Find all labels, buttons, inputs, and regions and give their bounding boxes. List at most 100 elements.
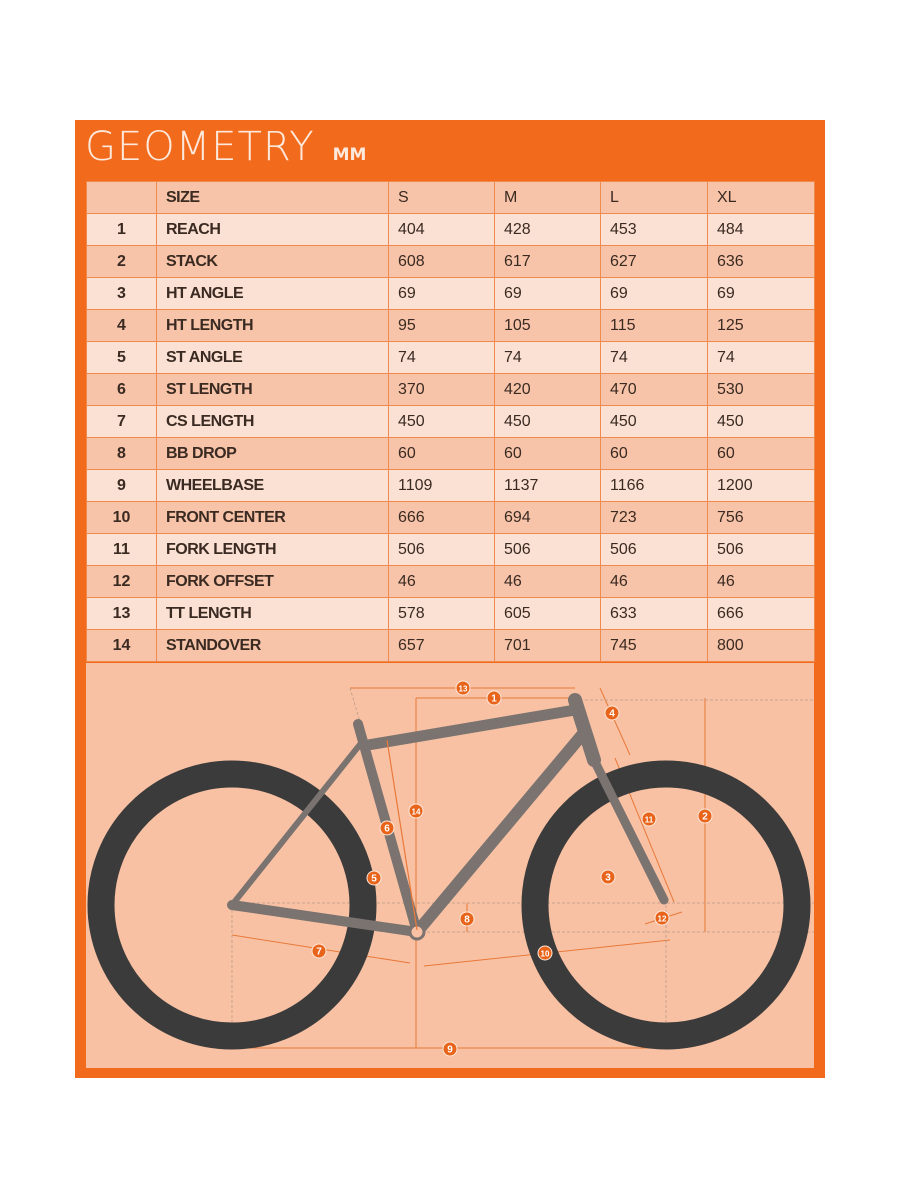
size-m-cell: 1137 — [494, 469, 601, 502]
size-l-cell: 633 — [600, 597, 708, 630]
dimension-marker-2: 2 — [697, 808, 713, 824]
size-xl-cell: 666 — [707, 597, 815, 630]
row-label-cell: FRONT CENTER — [156, 501, 389, 534]
size-s-cell: 370 — [388, 373, 495, 406]
table-row: 11 FORK LENGTH 506 506 506 506 — [86, 533, 815, 566]
bike-geometry-diagram: 13 1 4 2 14 6 11 5 3 8 12 7 10 9 — [86, 663, 814, 1068]
size-m-cell: 428 — [494, 213, 601, 246]
table-row: 5 ST ANGLE 74 74 74 74 — [86, 341, 815, 374]
size-m-cell: 506 — [494, 533, 601, 566]
table-row: 2 STACK 608 617 627 636 — [86, 245, 815, 278]
row-label-cell: ST LENGTH — [156, 373, 389, 406]
row-number-cell: 12 — [86, 565, 157, 598]
size-s-cell: 69 — [388, 277, 495, 310]
size-l-cell: 745 — [600, 629, 708, 662]
row-number-cell: 2 — [86, 245, 157, 278]
row-number-cell: 10 — [86, 501, 157, 534]
dimension-marker-label: 1 — [491, 694, 497, 705]
size-xl-cell: 506 — [707, 533, 815, 566]
size-m-cell: 46 — [494, 565, 601, 598]
row-number-cell — [86, 181, 157, 214]
size-m-cell: 74 — [494, 341, 601, 374]
size-l-cell: 723 — [600, 501, 708, 534]
size-m-cell: 420 — [494, 373, 601, 406]
unit-label: MM — [332, 145, 367, 165]
table-row: 14 STANDOVER 657 701 745 800 — [86, 629, 815, 662]
seat-tube-dimension — [386, 739, 418, 931]
size-l-cell: 627 — [600, 245, 708, 278]
dimension-marker-label: 9 — [447, 1045, 453, 1056]
dimension-marker-label: 4 — [609, 709, 615, 720]
size-l-cell: 1166 — [600, 469, 708, 502]
dimension-marker-9: 9 — [442, 1041, 458, 1057]
row-label-cell: HT ANGLE — [156, 277, 389, 310]
row-number-cell: 1 — [86, 213, 157, 246]
size-s-cell: 95 — [388, 309, 495, 342]
dimension-marker-label: 11 — [645, 816, 654, 825]
size-xl-cell: 800 — [707, 629, 815, 662]
size-l-cell: 506 — [600, 533, 708, 566]
row-number-cell: 11 — [86, 533, 157, 566]
dimension-marker-11: 11 — [641, 811, 657, 827]
table-row: 9 WHEELBASE 1109 1137 1166 1200 — [86, 469, 815, 502]
rear-wheel — [87, 760, 377, 1050]
dimension-marker-3: 3 — [600, 869, 616, 885]
row-label-cell: REACH — [156, 213, 389, 246]
table-header-row: SIZE S M L XL — [86, 181, 815, 214]
size-m-cell: 617 — [494, 245, 601, 278]
table-row: 7 CS LENGTH 450 450 450 450 — [86, 405, 815, 438]
size-s-cell: 60 — [388, 437, 495, 470]
dimension-marker-label: 2 — [702, 812, 708, 823]
dimension-marker-4: 4 — [604, 705, 620, 721]
table-row: 3 HT ANGLE 69 69 69 69 — [86, 277, 815, 310]
row-number-cell: 5 — [86, 341, 157, 374]
dimension-marker-13: 13 — [455, 680, 471, 696]
size-m-cell: 105 — [494, 309, 601, 342]
size-s-cell: 404 — [388, 213, 495, 246]
dimension-marker-label: 10 — [541, 950, 550, 959]
row-number-cell: 6 — [86, 373, 157, 406]
row-label-cell: CS LENGTH — [156, 405, 389, 438]
row-number-cell: 7 — [86, 405, 157, 438]
size-m-cell: 605 — [494, 597, 601, 630]
size-m-cell: M — [494, 181, 601, 214]
dimension-marker-label: 6 — [384, 824, 390, 835]
row-label-cell: FORK LENGTH — [156, 533, 389, 566]
size-m-cell: 701 — [494, 629, 601, 662]
size-s-cell: 608 — [388, 245, 495, 278]
table-row: 13 TT LENGTH 578 605 633 666 — [86, 597, 815, 630]
size-xl-cell: XL — [707, 181, 815, 214]
size-xl-cell: 69 — [707, 277, 815, 310]
dimension-marker-5: 5 — [366, 870, 382, 886]
size-l-cell: 46 — [600, 565, 708, 598]
row-label-cell: SIZE — [156, 181, 389, 214]
size-l-cell: 470 — [600, 373, 708, 406]
row-label-cell: WHEELBASE — [156, 469, 389, 502]
size-l-cell: 453 — [600, 213, 708, 246]
dimension-marker-label: 13 — [459, 685, 468, 694]
bottom-bracket — [408, 923, 426, 941]
row-number-cell: 9 — [86, 469, 157, 502]
dimension-marker-label: 12 — [658, 915, 667, 924]
title-text: GEOMETRY — [85, 124, 315, 170]
dimension-marker-label: 7 — [316, 947, 322, 958]
size-m-cell: 694 — [494, 501, 601, 534]
size-l-cell: 450 — [600, 405, 708, 438]
dimension-marker-1: 1 — [486, 690, 502, 706]
size-xl-cell: 484 — [707, 213, 815, 246]
size-s-cell: S — [388, 181, 495, 214]
row-label-cell: STANDOVER — [156, 629, 389, 662]
table-row: 12 FORK OFFSET 46 46 46 46 — [86, 565, 815, 598]
size-l-cell: L — [600, 181, 708, 214]
dimension-marker-label: 8 — [464, 915, 470, 926]
geometry-table: SIZE S M L XL 1 REACH 404 428 453 484 2 STACK 608 617 6… — [86, 181, 815, 662]
size-xl-cell: 60 — [707, 437, 815, 470]
size-m-cell: 69 — [494, 277, 601, 310]
geometry-panel: GEOMETRY MM SIZE S M L XL 1 REACH 404 428 453 484 2 S… — [75, 120, 825, 1078]
size-s-cell: 506 — [388, 533, 495, 566]
row-label-cell: TT LENGTH — [156, 597, 389, 630]
size-m-cell: 60 — [494, 437, 601, 470]
dimension-marker-8: 8 — [459, 911, 475, 927]
page-title: GEOMETRY MM — [85, 124, 366, 170]
